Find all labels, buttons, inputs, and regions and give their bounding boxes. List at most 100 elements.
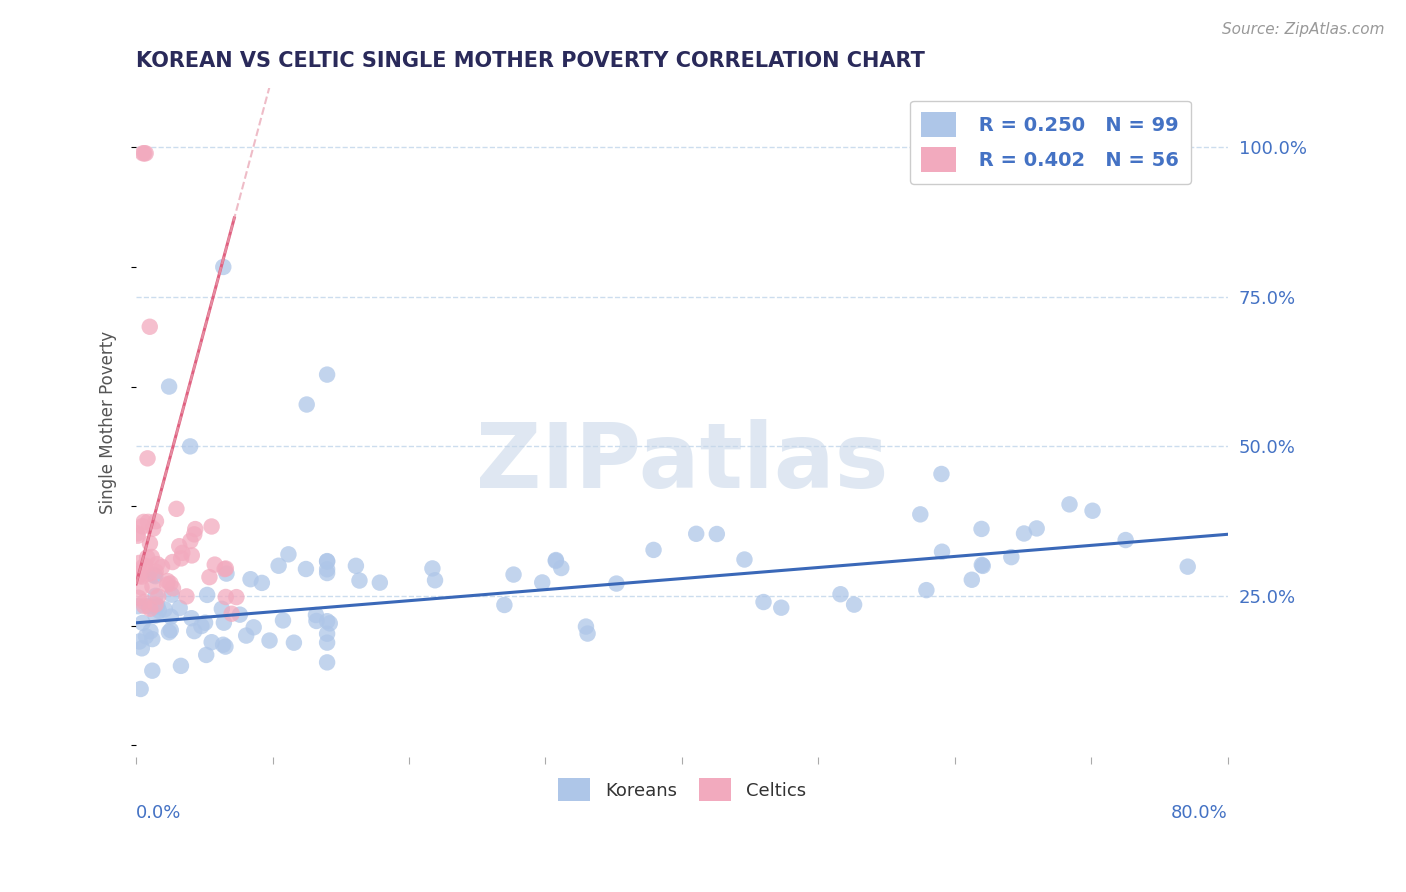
- Point: [305, 614, 328, 628]
- Point: [142, 522, 165, 536]
- Point: [295, 562, 318, 576]
- Point: [316, 566, 339, 580]
- Point: [1115, 533, 1137, 547]
- Point: [127, 599, 149, 614]
- Text: ZIPatlas: ZIPatlas: [475, 418, 889, 507]
- Point: [204, 558, 226, 572]
- Point: [135, 146, 157, 161]
- Point: [170, 551, 193, 566]
- Point: [167, 539, 190, 553]
- Point: [128, 569, 150, 583]
- Point: [138, 599, 160, 613]
- Point: [127, 526, 149, 541]
- Point: [136, 515, 159, 529]
- Y-axis label: Single Mother Poverty: Single Mother Poverty: [100, 331, 117, 514]
- Point: [295, 397, 318, 411]
- Point: [159, 623, 181, 637]
- Point: [349, 574, 371, 588]
- Point: [221, 607, 243, 621]
- Point: [190, 619, 212, 633]
- Point: [544, 553, 567, 567]
- Point: [194, 615, 217, 630]
- Point: [277, 547, 299, 561]
- Point: [531, 575, 554, 590]
- Point: [198, 570, 221, 584]
- Point: [271, 614, 294, 628]
- Point: [316, 614, 339, 628]
- Point: [316, 562, 339, 576]
- Point: [183, 624, 205, 639]
- Point: [159, 609, 181, 624]
- Point: [127, 567, 149, 582]
- Point: [242, 620, 264, 634]
- Point: [170, 658, 193, 673]
- Point: [139, 536, 162, 550]
- Point: [1177, 559, 1199, 574]
- Point: [316, 554, 339, 568]
- Point: [201, 635, 224, 649]
- Point: [267, 558, 290, 573]
- Text: Source: ZipAtlas.com: Source: ZipAtlas.com: [1222, 22, 1385, 37]
- Point: [972, 558, 994, 573]
- Point: [250, 575, 273, 590]
- Text: 0.0%: 0.0%: [136, 805, 181, 822]
- Point: [183, 527, 205, 541]
- Point: [180, 611, 202, 625]
- Point: [239, 572, 262, 586]
- Point: [138, 566, 160, 581]
- Point: [139, 624, 162, 639]
- Point: [132, 515, 155, 529]
- Point: [128, 556, 150, 570]
- Point: [685, 526, 707, 541]
- Point: [423, 574, 446, 588]
- Point: [139, 602, 162, 616]
- Point: [141, 632, 163, 646]
- Point: [770, 600, 793, 615]
- Point: [141, 549, 163, 564]
- Point: [706, 527, 728, 541]
- Point: [215, 561, 238, 575]
- Point: [733, 552, 755, 566]
- Point: [212, 638, 235, 652]
- Point: [550, 561, 572, 575]
- Point: [931, 545, 953, 559]
- Point: [176, 590, 198, 604]
- Point: [212, 260, 235, 274]
- Point: [132, 599, 155, 613]
- Point: [160, 588, 183, 602]
- Point: [1000, 550, 1022, 565]
- Point: [131, 641, 153, 656]
- Point: [643, 542, 665, 557]
- Point: [134, 595, 156, 609]
- Point: [157, 625, 180, 640]
- Point: [319, 616, 342, 631]
- Point: [502, 567, 524, 582]
- Point: [830, 587, 852, 601]
- Point: [305, 607, 328, 622]
- Point: [494, 598, 516, 612]
- Point: [544, 554, 567, 568]
- Point: [153, 602, 176, 616]
- Point: [162, 582, 184, 596]
- Point: [229, 607, 252, 622]
- Point: [141, 664, 163, 678]
- Point: [915, 583, 938, 598]
- Point: [156, 574, 179, 588]
- Point: [605, 576, 627, 591]
- Point: [143, 568, 166, 582]
- Point: [145, 589, 167, 603]
- Point: [225, 590, 247, 604]
- Point: [910, 508, 932, 522]
- Point: [145, 598, 167, 612]
- Text: KOREAN VS CELTIC SINGLE MOTHER POVERTY CORRELATION CHART: KOREAN VS CELTIC SINGLE MOTHER POVERTY C…: [136, 51, 925, 70]
- Point: [842, 598, 865, 612]
- Point: [143, 569, 166, 583]
- Point: [148, 590, 170, 604]
- Point: [134, 146, 156, 161]
- Point: [135, 629, 157, 643]
- Point: [316, 626, 339, 640]
- Point: [1025, 521, 1047, 535]
- Point: [141, 579, 163, 593]
- Point: [136, 451, 159, 466]
- Point: [148, 604, 170, 618]
